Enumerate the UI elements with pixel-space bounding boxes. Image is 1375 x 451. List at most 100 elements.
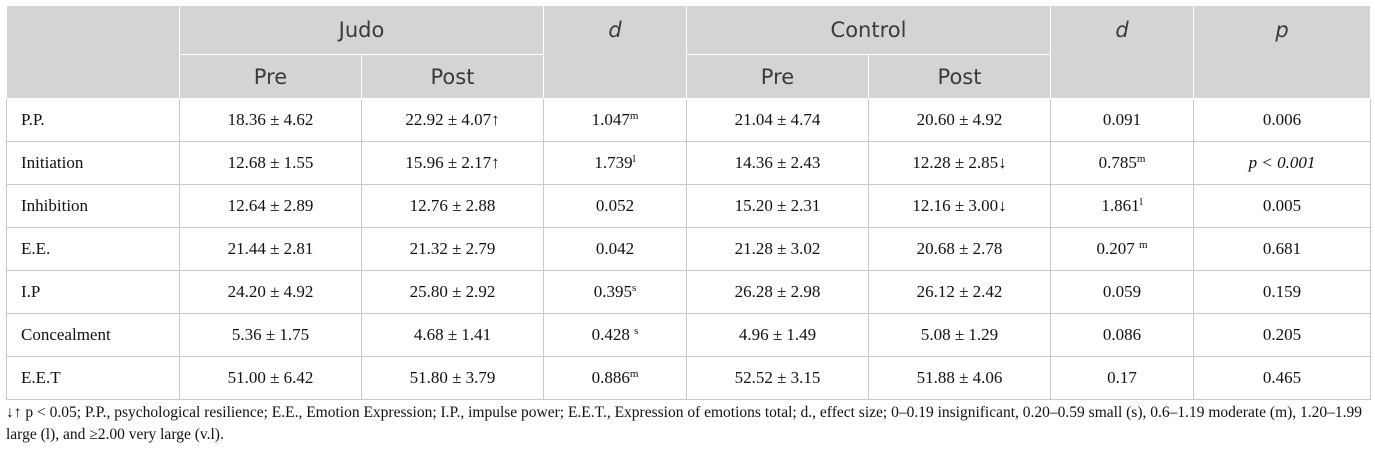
- row-label: Concealment: [6, 313, 180, 357]
- judo-pre-cell: 5.36 ± 1.75: [179, 313, 362, 357]
- header-row-2: Pre Post Pre Post: [7, 54, 1371, 99]
- header-blank: [6, 5, 180, 99]
- d-value: 0.395: [593, 282, 632, 301]
- d-value: 0.091: [1102, 110, 1142, 129]
- d-effect-superscript: m: [629, 368, 639, 380]
- table-row: Concealment 5.36 ± 1.75 4.68 ± 1.41 0.42…: [6, 313, 1372, 357]
- judo-post-cell: 21.32 ± 2.79: [361, 227, 544, 271]
- d-control-cell: 0.207 m: [1050, 227, 1195, 271]
- row-label: P.P.: [6, 98, 180, 142]
- control-pre-cell: 52.52 ± 3.15: [686, 356, 869, 400]
- d-value: 1.739: [594, 153, 633, 172]
- control-pre-cell: 21.28 ± 3.02: [686, 227, 869, 271]
- header-p: p: [1193, 5, 1372, 99]
- d-judo-cell: 1.739l: [543, 141, 687, 185]
- results-table: Judo d Control d p Pre Post Pre Post P.P…: [6, 5, 1372, 400]
- judo-post-cell: 25.80 ± 2.92: [361, 270, 544, 314]
- d-value: 0.428: [591, 325, 635, 344]
- p-cell: 0.005: [1193, 184, 1372, 228]
- table-row: I.P 24.20 ± 4.92 25.80 ± 2.92 0.395s 26.…: [6, 270, 1372, 314]
- d-value: 0.052: [595, 196, 635, 215]
- row-label: Inhibition: [6, 184, 180, 228]
- judo-pre-cell: 21.44 ± 2.81: [179, 227, 362, 271]
- table-row: E.E. 21.44 ± 2.81 21.32 ± 2.79 0.042 21.…: [6, 227, 1372, 271]
- row-label: Initiation: [6, 141, 180, 185]
- d-value: 0.059: [1102, 282, 1142, 301]
- d-judo-cell: 1.047m: [543, 98, 687, 142]
- control-pre-cell: 26.28 ± 2.98: [686, 270, 869, 314]
- d-judo-cell: 0.886m: [543, 356, 687, 400]
- judo-post-cell: 51.80 ± 3.79: [361, 356, 544, 400]
- p-cell: 0.465: [1193, 356, 1372, 400]
- header-control-post: Post: [867, 54, 1052, 99]
- header-d-control: d: [1050, 5, 1195, 99]
- table-row: Inhibition 12.64 ± 2.89 12.76 ± 2.88 0.0…: [6, 184, 1372, 228]
- d-control-cell: 0.059: [1050, 270, 1195, 314]
- judo-post-cell: 12.76 ± 2.88: [361, 184, 544, 228]
- control-post-cell: 20.60 ± 4.92: [867, 98, 1052, 142]
- control-post-cell: 20.68 ± 2.78: [867, 227, 1052, 271]
- d-effect-superscript: l: [1139, 196, 1143, 208]
- row-label: E.E.T: [6, 356, 180, 400]
- d-value: 0.207: [1096, 239, 1139, 258]
- d-judo-cell: 0.428 s: [543, 313, 687, 357]
- d-effect-superscript: m: [1136, 153, 1146, 165]
- table-row: P.P. 18.36 ± 4.62 22.92 ± 4.07↑ 1.047m 2…: [6, 98, 1372, 142]
- d-control-cell: 1.861l: [1050, 184, 1195, 228]
- judo-post-cell: 4.68 ± 1.41: [361, 313, 544, 357]
- d-effect-superscript: s: [634, 325, 639, 337]
- d-control-cell: 0.17: [1050, 356, 1195, 400]
- control-pre-cell: 21.04 ± 4.74: [686, 98, 869, 142]
- judo-post-cell: 22.92 ± 4.07↑: [361, 98, 544, 142]
- row-label: I.P: [6, 270, 180, 314]
- d-value: 0.042: [595, 239, 635, 258]
- d-value: 0.17: [1107, 368, 1137, 387]
- control-pre-cell: 4.96 ± 1.49: [686, 313, 869, 357]
- control-post-cell: 51.88 ± 4.06: [867, 356, 1052, 400]
- judo-pre-cell: 24.20 ± 4.92: [179, 270, 362, 314]
- header-row-1: Judo d Control d p: [6, 5, 1372, 99]
- control-pre-cell: 15.20 ± 2.31: [686, 184, 869, 228]
- judo-pre-cell: 12.64 ± 2.89: [179, 184, 362, 228]
- judo-pre-cell: 51.00 ± 6.42: [179, 356, 362, 400]
- header-control: Control: [685, 5, 1052, 55]
- control-post-cell: 26.12 ± 2.42: [867, 270, 1052, 314]
- control-post-cell: 5.08 ± 1.29: [867, 313, 1052, 357]
- d-judo-cell: 0.395s: [543, 270, 687, 314]
- p-cell: p < 0.001: [1193, 141, 1372, 185]
- header-control-pre: Pre: [686, 54, 869, 99]
- d-control-cell: 0.091: [1050, 98, 1195, 142]
- judo-post-cell: 15.96 ± 2.17↑: [361, 141, 544, 185]
- d-value: 0.886: [591, 368, 630, 387]
- judo-pre-cell: 12.68 ± 1.55: [179, 141, 362, 185]
- header-judo-post: Post: [361, 54, 544, 99]
- d-effect-superscript: s: [631, 282, 637, 294]
- header-judo-pre: Pre: [179, 54, 362, 99]
- d-value: 1.047: [591, 110, 630, 129]
- header-judo: Judo: [179, 5, 544, 55]
- p-cell: 0.205: [1193, 313, 1372, 357]
- results-table-container: Judo d Control d p Pre Post Pre Post P.P…: [6, 5, 1372, 400]
- d-value: 1.861: [1101, 196, 1140, 215]
- d-value: 0.785: [1098, 153, 1137, 172]
- control-post-cell: 12.16 ± 3.00↓: [867, 184, 1052, 228]
- d-value: 0.086: [1102, 325, 1142, 344]
- table-row: E.E.T 51.00 ± 6.42 51.80 ± 3.79 0.886m 5…: [6, 356, 1372, 400]
- d-effect-superscript: l: [632, 153, 636, 165]
- header-d-judo: d: [543, 5, 687, 99]
- control-pre-cell: 14.36 ± 2.43: [686, 141, 869, 185]
- table-footnote: ↓↑ p < 0.05; P.P., psychological resilie…: [6, 404, 1363, 443]
- row-label: E.E.: [6, 227, 180, 271]
- table-row: Initiation 12.68 ± 1.55 15.96 ± 2.17↑ 1.…: [6, 141, 1372, 185]
- d-judo-cell: 0.052: [543, 184, 687, 228]
- d-control-cell: 0.785m: [1050, 141, 1195, 185]
- d-control-cell: 0.086: [1050, 313, 1195, 357]
- p-cell: 0.681: [1193, 227, 1372, 271]
- p-cell: 0.006: [1193, 98, 1372, 142]
- d-judo-cell: 0.042: [543, 227, 687, 271]
- judo-pre-cell: 18.36 ± 4.62: [179, 98, 362, 142]
- control-post-cell: 12.28 ± 2.85↓: [867, 141, 1052, 185]
- d-effect-superscript: m: [629, 110, 639, 122]
- p-cell: 0.159: [1193, 270, 1372, 314]
- d-effect-superscript: m: [1138, 239, 1148, 251]
